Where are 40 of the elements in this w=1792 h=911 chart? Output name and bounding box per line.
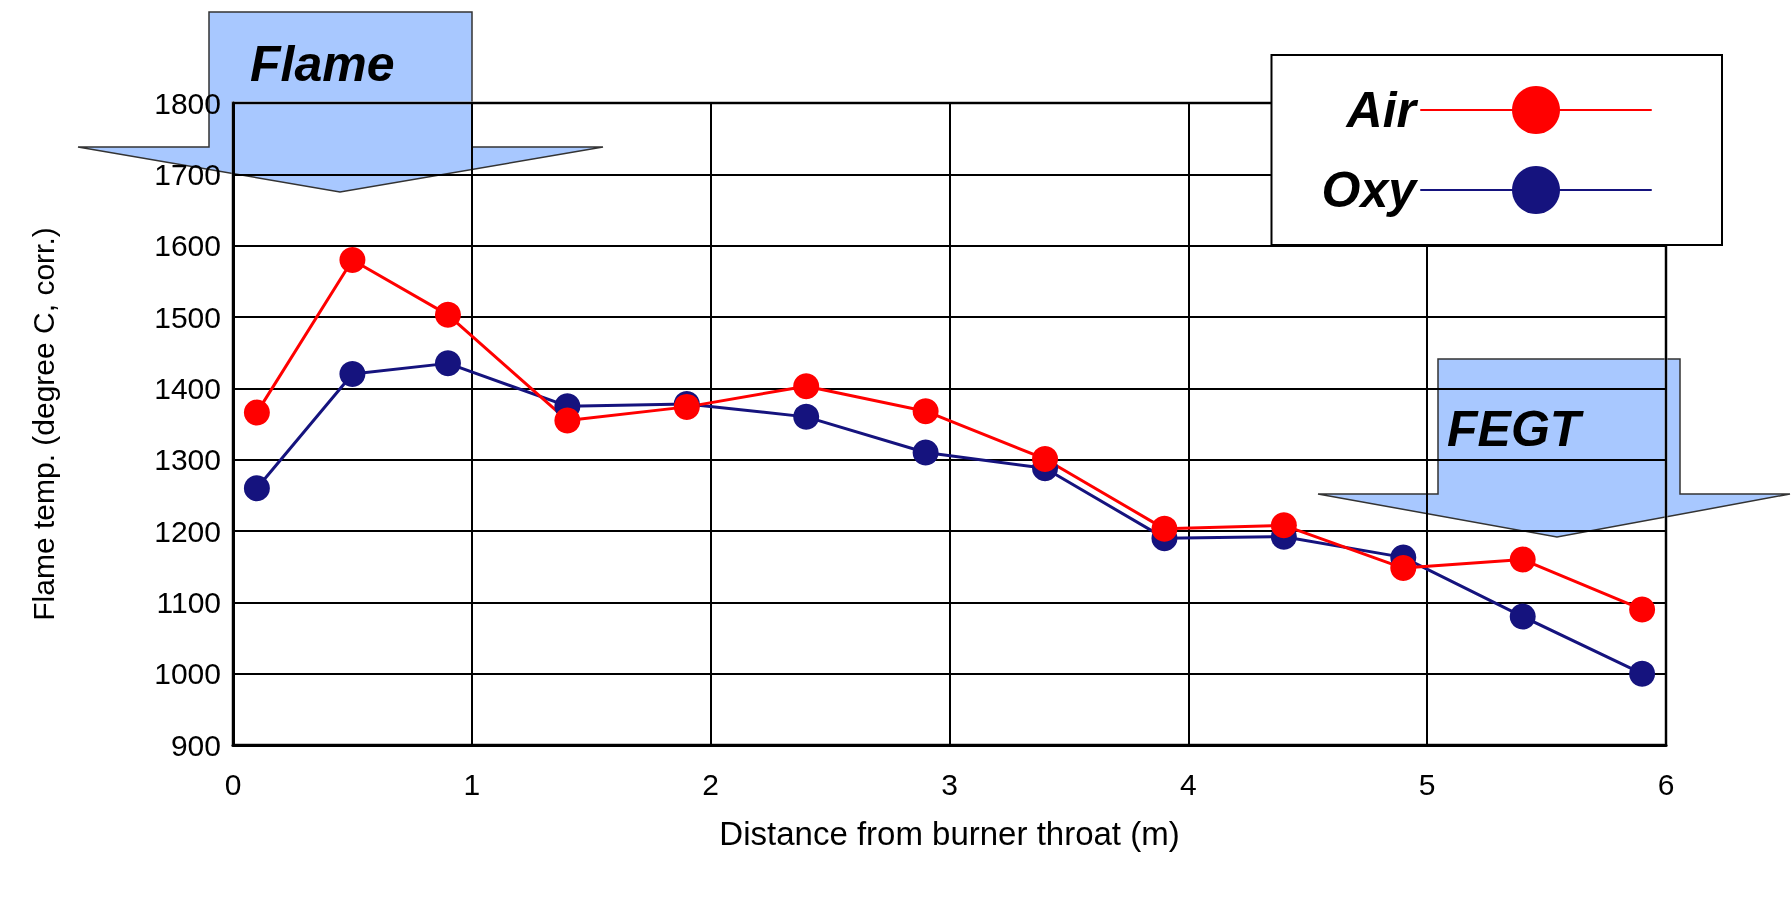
point	[1270, 512, 1297, 539]
x-tick-label: 4	[1179, 767, 1197, 801]
y-axis-title: Flame temp. (degree C, corr.)	[26, 227, 60, 621]
legend-label: Oxy	[1321, 162, 1419, 218]
point	[243, 399, 270, 426]
point	[1509, 546, 1536, 573]
point	[339, 361, 366, 388]
y-tick-label: 1600	[154, 229, 221, 263]
point	[793, 373, 820, 400]
y-tick-label: 1700	[154, 157, 221, 191]
x-tick-label: 6	[1657, 767, 1675, 801]
point	[1151, 515, 1178, 542]
point	[434, 350, 461, 377]
x-tick-label: 5	[1418, 767, 1436, 801]
x-tick-label: 1	[463, 767, 481, 801]
x-tick-label: 0	[224, 767, 242, 801]
y-tick-label: 1300	[154, 443, 221, 477]
y-tick-label: 1200	[154, 514, 221, 548]
point	[793, 403, 820, 430]
x-tick-label: 2	[702, 767, 720, 801]
point	[912, 439, 939, 466]
point	[434, 301, 461, 328]
point	[1629, 596, 1656, 623]
point	[339, 246, 366, 273]
point	[1629, 660, 1656, 687]
y-tick-label: 1400	[154, 371, 221, 405]
y-tick-label: 900	[170, 728, 221, 762]
point	[1032, 445, 1059, 472]
point	[1390, 555, 1417, 582]
y-tick-label: 1100	[156, 585, 221, 619]
point	[1509, 603, 1536, 630]
x-axis-title: Distance from burner throat (m)	[719, 815, 1180, 852]
y-tick-label: 1000	[154, 657, 221, 691]
legend-label: Air	[1344, 82, 1419, 138]
point	[243, 475, 270, 502]
point	[554, 407, 581, 434]
text: Flame	[250, 35, 395, 93]
x-tick-label: 3	[941, 767, 958, 801]
point	[912, 398, 939, 425]
y-tick-label: 1500	[154, 300, 221, 334]
